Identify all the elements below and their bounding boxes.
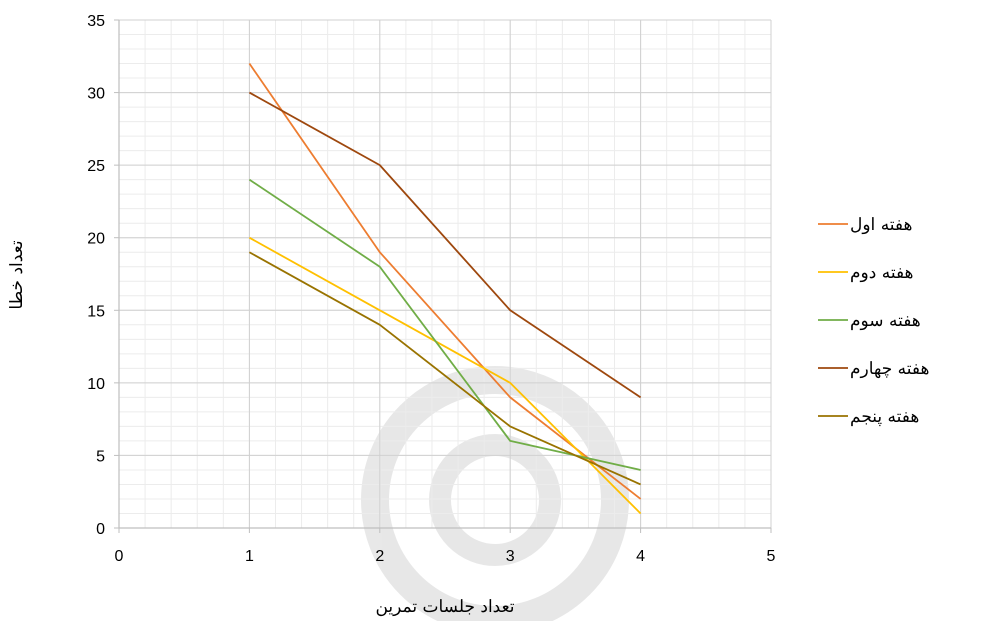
y-tick-label: 5 <box>96 448 105 465</box>
legend-label-2: هفته دوم <box>850 263 914 283</box>
x-tick-label: 3 <box>506 548 515 565</box>
y-tick-labels: 0 5 10 15 20 25 30 35 <box>87 13 105 538</box>
y-tick-label: 15 <box>87 303 105 320</box>
y-tick-label: 25 <box>87 158 105 175</box>
x-tick-labels: 0 1 2 3 4 5 <box>115 548 776 565</box>
y-tick-label: 0 <box>96 521 105 538</box>
y-tick-label: 30 <box>87 86 105 103</box>
x-tick-label: 0 <box>115 548 124 565</box>
legend-label-4: هفته چهارم <box>850 359 929 379</box>
y-axis-title: تعداد خطا <box>7 240 27 309</box>
x-axis-title: تعداد جلسات تمرین <box>375 597 514 617</box>
major-gridlines <box>118 19 772 529</box>
y-tick-label: 35 <box>87 13 105 30</box>
legend: هفته اول هفته دوم هفته سوم هفته چهارم هفته پ… <box>818 215 929 427</box>
minor-gridlines <box>118 19 772 529</box>
y-tick-label: 10 <box>87 376 105 393</box>
axes <box>114 19 772 533</box>
watermark-logo <box>361 366 629 621</box>
x-tick-label: 5 <box>767 548 776 565</box>
x-tick-label: 2 <box>375 548 384 565</box>
series-line-2 <box>248 236 642 515</box>
y-tick-label: 20 <box>87 231 105 248</box>
series-lines <box>248 63 642 515</box>
legend-label-3: هفته سوم <box>850 311 921 331</box>
legend-label-1: هفته اول <box>850 215 913 235</box>
x-tick-label: 4 <box>636 548 645 565</box>
series-line-4 <box>248 91 642 399</box>
legend-label-5: هفته پنجم <box>850 407 919 427</box>
x-tick-label: 1 <box>245 548 254 565</box>
series-line-5 <box>248 251 641 486</box>
